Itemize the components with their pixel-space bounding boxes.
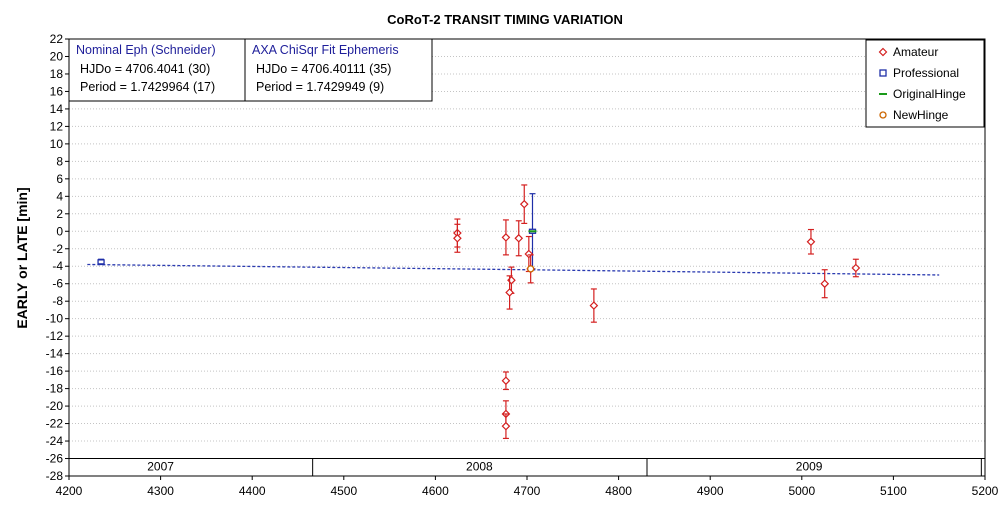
x-tick-label: 4800	[605, 484, 632, 498]
amateur-point	[501, 233, 511, 242]
new-hinge-point	[527, 265, 535, 273]
y-tick-label: -6	[52, 277, 63, 291]
legend-box	[865, 39, 985, 128]
y-tick-label: 6	[56, 172, 63, 186]
professional-point	[97, 259, 105, 265]
y-tick-label: -18	[46, 382, 64, 396]
x-tick-label: 4400	[239, 484, 266, 498]
chart-title: CoRoT-2 TRANSIT TIMING VARIATION	[387, 12, 623, 27]
legend: Amateur Professional OriginalHinge NewHinge	[865, 39, 985, 128]
y-tick-label: 20	[50, 49, 64, 63]
x-tick-label: 5100	[880, 484, 907, 498]
amateur-point	[501, 376, 511, 386]
y-tick-label: -20	[46, 399, 64, 413]
y-tick-label: -2	[52, 242, 63, 256]
legend-label: OriginalHinge	[893, 87, 966, 101]
y-axis-label: EARLY or LATE [min]	[14, 187, 30, 328]
plot-border	[68, 38, 986, 477]
axis-layer: 2220181614121086420-2-4-6-8-10-12-14-16-…	[46, 32, 999, 498]
x-tick-label: 4200	[56, 484, 83, 498]
y-tick-label: 2	[56, 207, 63, 221]
y-tick-label: 0	[56, 224, 63, 238]
x-tick-label: 4900	[697, 484, 724, 498]
amateur-point	[514, 233, 524, 243]
year-label: 2008	[466, 460, 493, 474]
y-tick-label: -4	[52, 259, 63, 273]
y-tick-label: -28	[46, 469, 64, 483]
y-tick-label: -22	[46, 417, 64, 431]
info-box-line: Period = 1.7429949 (9)	[256, 80, 384, 94]
info-box-line: Period = 1.7429964 (17)	[80, 80, 215, 94]
data-point-layer	[97, 184, 861, 440]
y-tick-label: 16	[50, 84, 64, 98]
year-label: 2009	[796, 460, 823, 474]
y-tick-label: -14	[46, 347, 64, 361]
y-tick-label: -16	[46, 364, 64, 378]
amateur-point	[501, 421, 511, 431]
legend-label: NewHinge	[893, 108, 949, 122]
year-label: 2007	[147, 460, 174, 474]
y-tick-label: -26	[46, 452, 64, 466]
x-tick-label: 4700	[514, 484, 541, 498]
legend-label: Amateur	[893, 45, 938, 59]
y-tick-label: 18	[50, 67, 64, 81]
amateur-point	[453, 233, 462, 243]
amateur-point	[505, 288, 514, 297]
x-tick-label: 5000	[788, 484, 815, 498]
y-tick-label: 14	[50, 102, 64, 116]
y-tick-label: 22	[50, 32, 64, 46]
y-tick-label: 4	[56, 189, 63, 203]
y-tick-label: -10	[46, 312, 64, 326]
amateur-point	[589, 301, 599, 310]
info-box-layer: Nominal Eph (Schneider) HJDo = 4706.4041 …	[68, 38, 433, 102]
info-box-title: AXA ChiSqr Fit Ephemeris	[252, 43, 399, 57]
legend-marker-amateur	[878, 47, 888, 57]
y-tick-label: 8	[56, 154, 63, 168]
amateur-point	[519, 199, 529, 209]
year-band-layer: 2007 2008 2009	[69, 458, 985, 476]
x-tick-label: 4500	[330, 484, 357, 498]
amateur-point	[820, 279, 830, 289]
info-box-1	[68, 38, 246, 102]
legend-marker-new-hinge	[879, 111, 887, 119]
fit-ephemeris-line	[87, 263, 940, 276]
y-tick-label: 12	[50, 119, 64, 133]
info-box-2	[244, 38, 433, 102]
fit-line-layer	[87, 263, 940, 276]
info-box-line: HJDo = 4706.4041 (30)	[80, 62, 210, 76]
legend-label: Professional	[893, 66, 959, 80]
info-box-title: Nominal Eph (Schneider)	[76, 43, 216, 57]
amateur-point	[806, 237, 816, 247]
x-tick-label: 4600	[422, 484, 449, 498]
legend-marker-professional	[879, 69, 887, 77]
x-tick-label: 5200	[972, 484, 999, 498]
y-tick-label: -8	[52, 294, 63, 308]
amateur-point	[851, 263, 861, 273]
y-tick-label: -12	[46, 329, 64, 343]
y-tick-label: 10	[50, 137, 64, 151]
info-box-line: HJDo = 4706.40111 (35)	[256, 62, 391, 76]
x-tick-label: 4300	[147, 484, 174, 498]
y-tick-label: -24	[46, 434, 64, 448]
